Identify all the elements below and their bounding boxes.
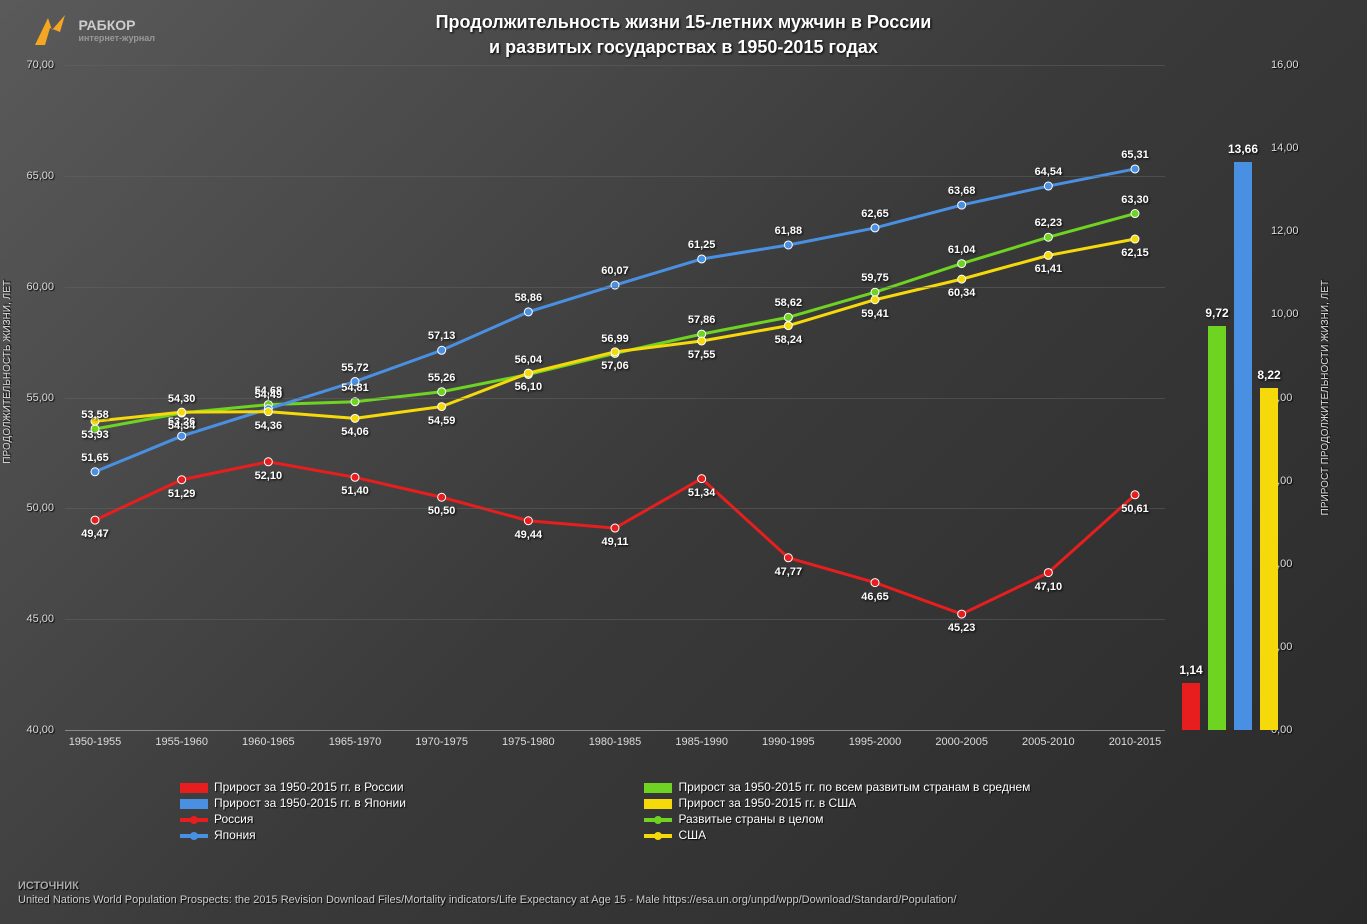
bar-japan-gain [1234, 162, 1252, 730]
source: ИСТОЧНИК United Nations World Population… [18, 880, 1349, 906]
legend-item: Япония [180, 828, 640, 842]
legend-item: Прирост за 1950-2015 гг. в США [644, 796, 1104, 810]
chart-area: 1950-19551955-19601960-19651965-19701970… [65, 65, 1165, 730]
bar-developed-gain [1208, 326, 1226, 730]
y-axis-left: 40,0045,0050,0055,0060,0065,0070,00 [10, 65, 60, 730]
line-japan [95, 169, 1135, 472]
legend-item: Прирост за 1950-2015 гг. в России [180, 780, 640, 794]
bar-usa-gain [1260, 388, 1278, 730]
legend-item: США [644, 828, 1104, 842]
y-axis-right-label: ПРИРОСТ ПРОДОЛЖИТЕЛЬНОСТИ ЖИЗНИ, ЛЕТ [1320, 280, 1331, 515]
gain-bars: 1,149,7213,668,22 [1165, 65, 1295, 730]
legend-item: Прирост за 1950-2015 гг. по всем развиты… [644, 780, 1104, 794]
legend-item: Развитые страны в целом [644, 812, 1104, 826]
legend: Прирост за 1950-2015 гг. в России Прирост… [180, 780, 1230, 844]
source-text: United Nations World Population Prospect… [18, 894, 1349, 906]
legend-item: Россия [180, 812, 640, 826]
source-label: ИСТОЧНИК [18, 880, 1349, 892]
bar-russia-gain [1182, 683, 1200, 730]
legend-item: Прирост за 1950-2015 гг. в Японии [180, 796, 640, 810]
chart-title: Продолжительность жизни 15-летних мужчин… [0, 10, 1367, 60]
